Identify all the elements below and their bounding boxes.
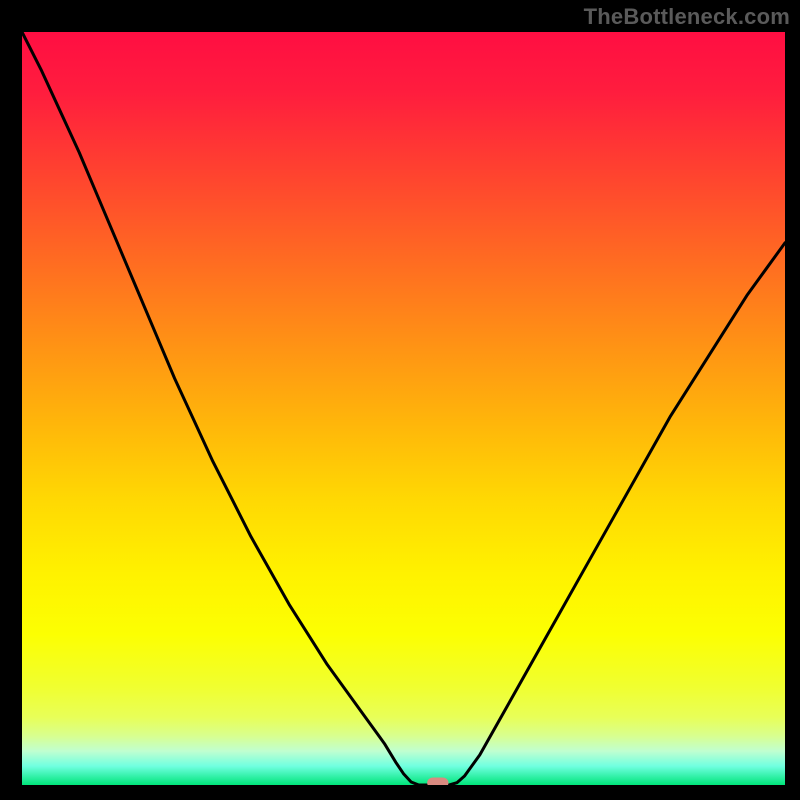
chart-frame: TheBottleneck.com [0,0,800,800]
optimal-marker [427,777,448,785]
watermark-text: TheBottleneck.com [584,4,790,30]
chart-background [22,32,785,785]
bottleneck-curve-chart [22,32,785,785]
